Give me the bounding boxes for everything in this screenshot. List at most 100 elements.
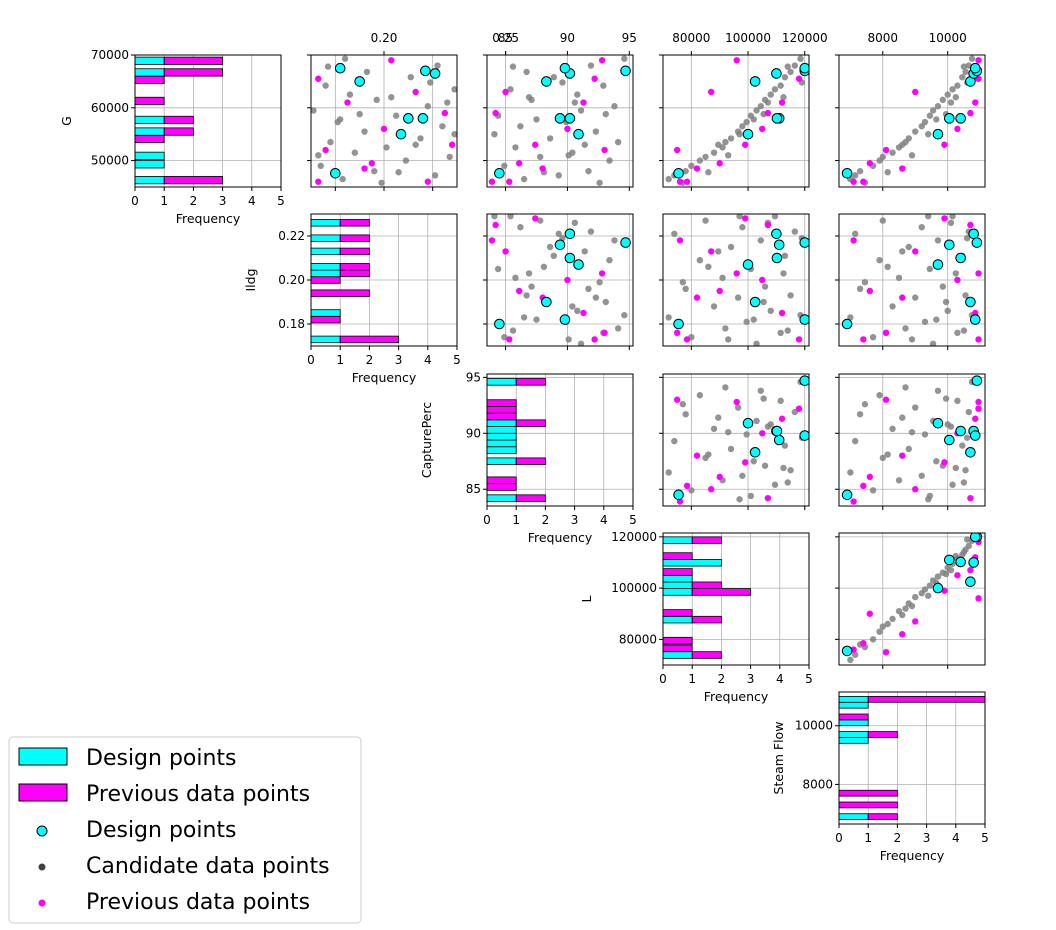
legend-marker (38, 863, 46, 871)
candidate-point (446, 153, 453, 161)
histogram-bars (135, 56, 223, 185)
candidate-point (587, 62, 595, 69)
panel-frame (486, 373, 634, 507)
candidate-point (736, 131, 743, 138)
candidate-point (587, 228, 595, 235)
candidate-point (949, 481, 956, 488)
candidate-point (959, 442, 966, 449)
candidate-point (315, 152, 322, 159)
candidate-point (876, 257, 883, 264)
panel-frame (486, 54, 634, 188)
histogram-bar-design (839, 719, 869, 727)
design-point (965, 576, 976, 587)
histogram-bar-previous (339, 263, 370, 271)
histogram-bar-previous (691, 581, 722, 590)
previous-point (532, 141, 539, 148)
candidate-point (965, 542, 972, 550)
histogram-bar-design (487, 426, 517, 434)
candidate-point (739, 224, 746, 231)
x-tick-label: 4 (600, 513, 608, 527)
candidate-point (947, 566, 955, 574)
candidate-point (905, 135, 912, 142)
previous-point (361, 165, 368, 172)
previous-point (564, 125, 571, 133)
candidate-point (614, 325, 622, 332)
candidate-point (501, 162, 508, 170)
previous-point (975, 57, 982, 64)
y-axis-label: G (59, 116, 74, 126)
top-tick-label: 0.25 (492, 31, 519, 45)
candidate-point (879, 454, 886, 462)
x-tick-label: 1 (688, 672, 696, 686)
histogram-bar-previous (663, 644, 693, 653)
candidate-point (771, 86, 779, 93)
candidate-point (371, 167, 378, 175)
x-tick-label: 4 (424, 353, 432, 367)
candidate-point (962, 292, 969, 299)
previous-point (448, 141, 456, 148)
candidate-point (507, 86, 514, 93)
candidate-point (899, 414, 906, 421)
scatter-points (841, 55, 983, 186)
candidate-point (764, 423, 772, 430)
design-point (965, 447, 976, 458)
candidate-point (944, 91, 951, 98)
design-point (749, 447, 761, 458)
candidate-point (577, 340, 585, 346)
candidate-point (947, 423, 955, 430)
candidate-point (902, 605, 909, 612)
design-point (932, 417, 944, 429)
histogram-bar-design (663, 574, 693, 583)
design-point (841, 489, 853, 501)
previous-point (707, 486, 715, 493)
candidate-point (767, 91, 774, 98)
design-point (944, 434, 955, 446)
candidate-point (942, 570, 950, 578)
previous-point (795, 75, 803, 82)
previous-point (972, 99, 979, 106)
candidate-point (856, 411, 864, 418)
histogram-bar-previous (663, 552, 693, 560)
previous-point (912, 618, 919, 625)
legend-label: Design points (86, 746, 237, 771)
candidate-point (439, 123, 446, 130)
candidate-point (569, 303, 576, 310)
histogram-bar-previous (839, 801, 898, 809)
candidate-point (856, 285, 864, 292)
candidate-point (963, 434, 971, 441)
histogram-bar-design (135, 176, 165, 185)
legend-entry-previous-data-points-marker: Previous data points (38, 890, 310, 915)
candidate-point (905, 445, 912, 453)
legend: Design points Previous data points Design … (8, 736, 362, 924)
candidate-point (760, 298, 767, 306)
candidate-point (402, 157, 410, 164)
candidate-point (494, 265, 502, 273)
x-tick-label: 2 (190, 194, 198, 208)
candidate-point (876, 628, 883, 635)
candidate-point (725, 336, 732, 343)
candidate-point (523, 292, 530, 299)
candidate-point (736, 214, 743, 220)
x-tick-label: 4 (776, 672, 784, 686)
histogram-bar-previous (839, 713, 869, 721)
candidate-point (696, 157, 704, 164)
candidate-point (725, 428, 732, 436)
previous-point (716, 473, 723, 481)
candidate-point (555, 230, 562, 237)
design-point (573, 128, 584, 140)
panel-g-vs-steam-flow: 8000 10000 (835, 31, 986, 191)
previous-point (742, 141, 749, 148)
candidate-point (869, 636, 877, 643)
previous-point (707, 88, 715, 96)
candidate-point (537, 217, 544, 224)
y-tick-label: 95 (466, 370, 481, 384)
x-tick-label: 3 (219, 194, 227, 208)
histogram-bar-previous (663, 609, 693, 617)
candidate-point (781, 73, 789, 81)
candidate-point (753, 107, 760, 114)
top-tick-label: 120000 (782, 31, 828, 45)
x-tick-label: 0 (307, 353, 315, 367)
candidate-point (908, 428, 916, 436)
design-point (771, 425, 783, 437)
candidate-point (600, 82, 607, 89)
